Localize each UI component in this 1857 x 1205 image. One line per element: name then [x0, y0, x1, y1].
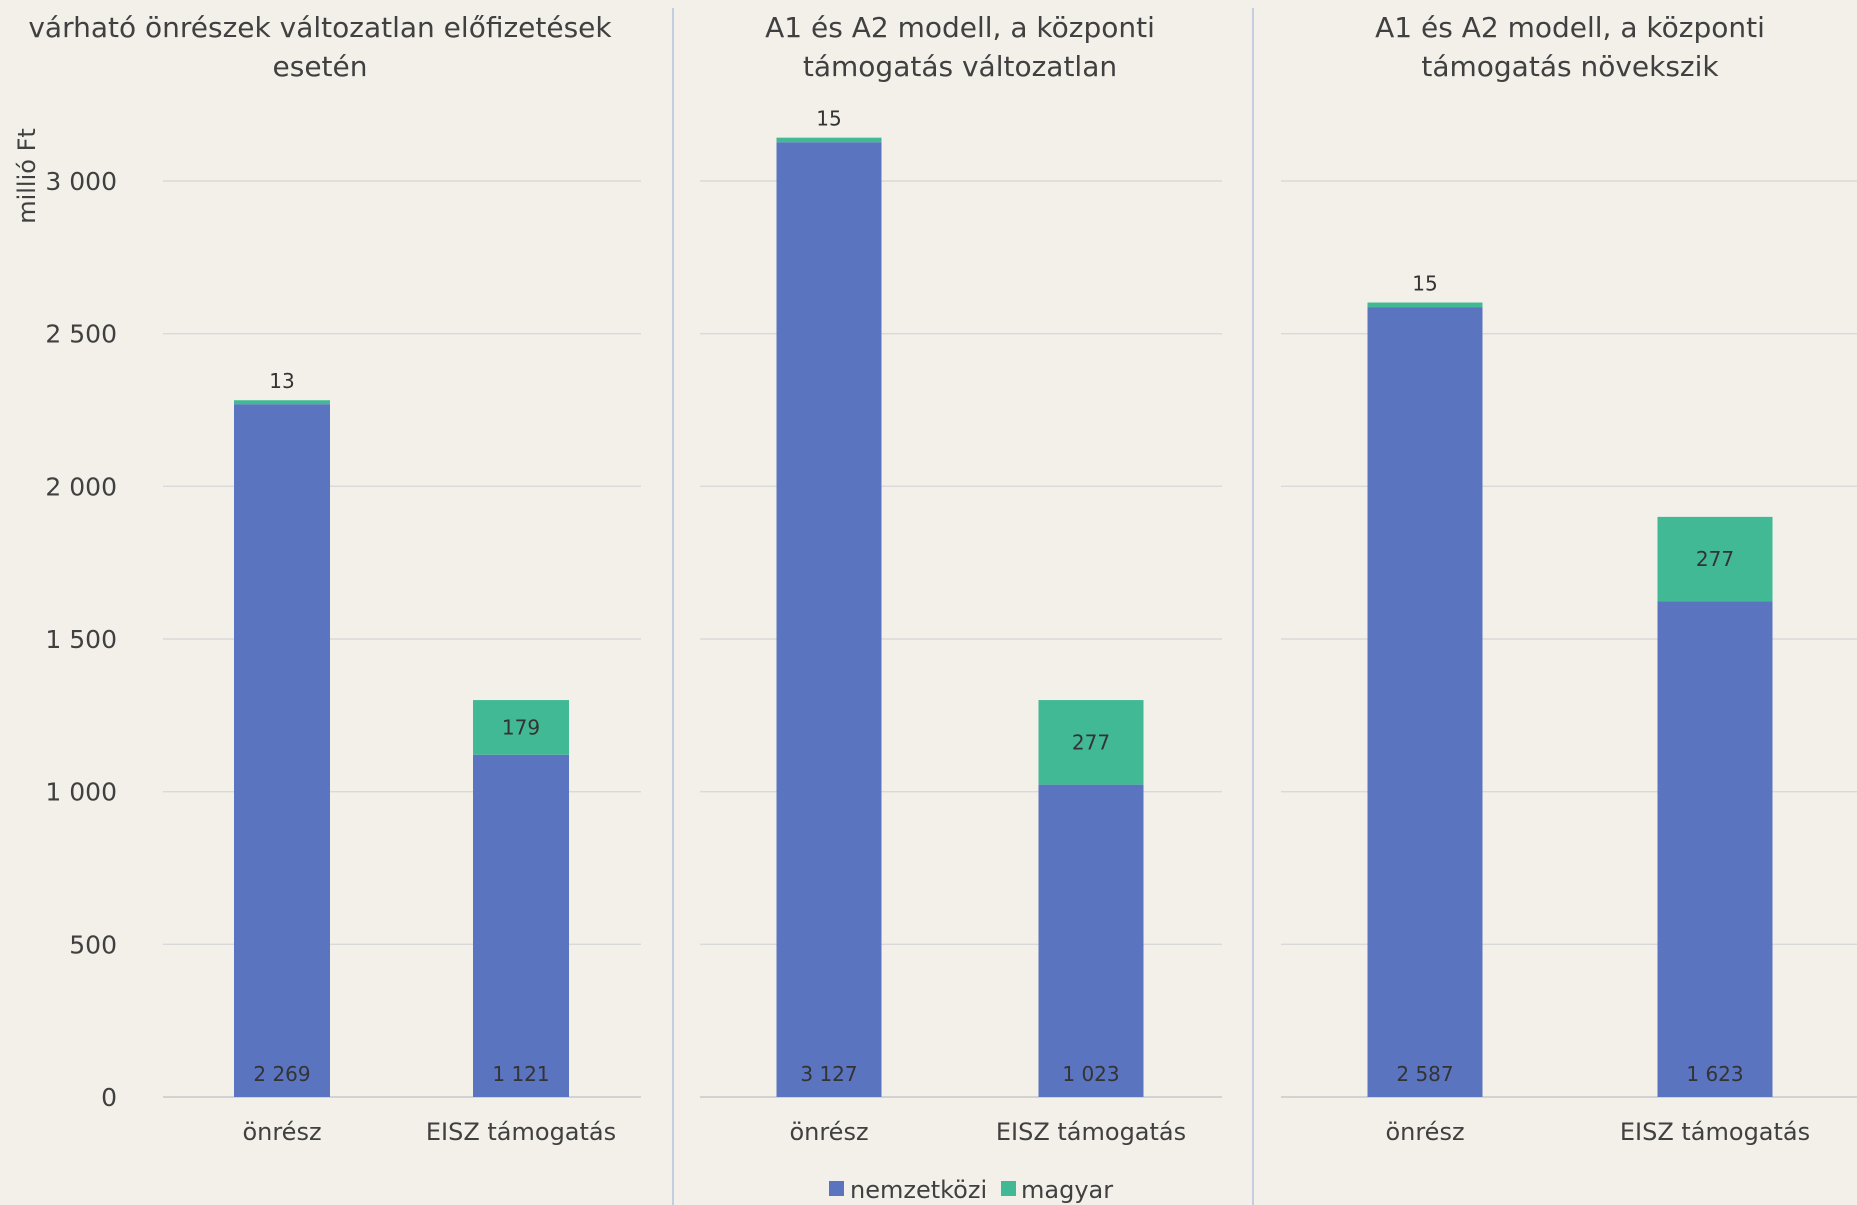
bar-magyar-segment — [234, 400, 330, 405]
data-label: 13 — [269, 369, 294, 393]
x-category-label: EISZ támogatás — [996, 1118, 1186, 1146]
y-tick-label: 1 000 — [45, 778, 117, 807]
data-label: 15 — [816, 107, 841, 131]
bar-magyar-segment — [1657, 516, 1773, 602]
bar-magyar-segment — [1038, 700, 1144, 785]
y-tick-label: 0 — [101, 1083, 117, 1112]
legend-label: magyar — [1021, 1176, 1113, 1204]
panel-dividers — [672, 8, 1254, 1205]
bar-nemzetkozi-segment — [1038, 784, 1144, 1097]
legend-swatch-nemzetkozi — [829, 1181, 844, 1196]
bar-nemzetkozi-segment — [473, 754, 569, 1097]
bar-nemzetkozi-segment — [1367, 307, 1483, 1097]
data-label: 1 023 — [1062, 1062, 1119, 1086]
y-axis-title: millió Ft — [13, 128, 41, 224]
panel-title: támogatás növekszik — [1421, 50, 1719, 83]
y-tick-label: 500 — [69, 930, 117, 959]
data-label: 2 587 — [1396, 1062, 1453, 1086]
panel-title: várható önrészek változatlan előfizetése… — [28, 11, 612, 44]
panel-title: támogatás változatlan — [803, 50, 1117, 83]
y-tick-label: 1 500 — [45, 625, 117, 654]
data-label: 277 — [1696, 547, 1734, 571]
x-category-label: önrész — [242, 1118, 321, 1146]
bar-nemzetkozi-segment — [234, 404, 330, 1097]
data-label: 179 — [502, 715, 540, 739]
data-label: 3 127 — [800, 1062, 857, 1086]
bar-magyar-segment — [776, 137, 882, 143]
data-label: 2 269 — [253, 1062, 310, 1086]
y-tick-label: 2 000 — [45, 472, 117, 501]
y-tick-label: 2 500 — [45, 320, 117, 349]
x-category-label: önrész — [1385, 1118, 1464, 1146]
data-label: 277 — [1072, 730, 1110, 754]
data-label: 1 121 — [492, 1062, 549, 1086]
panel-title: esetén — [273, 50, 368, 83]
x-category-label: önrész — [789, 1118, 868, 1146]
x-category-label: EISZ támogatás — [426, 1118, 616, 1146]
bar-magyar-segment — [1367, 302, 1483, 308]
legend-label: nemzetközi — [850, 1176, 987, 1204]
gridlines-layer — [163, 180, 1857, 1098]
legend-swatch-magyar — [1001, 1181, 1016, 1196]
y-tick-label: 3 000 — [45, 167, 117, 196]
legend: nemzetközi magyar — [829, 1176, 1113, 1204]
bar-nemzetkozi-segment — [1657, 601, 1773, 1097]
data-label: 1 623 — [1686, 1062, 1743, 1086]
bars-layer — [234, 137, 1773, 1097]
panel-title: A1 és A2 modell, a központi — [765, 11, 1155, 44]
data-label: 15 — [1412, 272, 1437, 296]
x-category-label: EISZ támogatás — [1620, 1118, 1810, 1146]
bar-magyar-segment — [473, 700, 569, 755]
bar-nemzetkozi-segment — [776, 142, 882, 1097]
panel-title: A1 és A2 modell, a központi — [1375, 11, 1765, 44]
